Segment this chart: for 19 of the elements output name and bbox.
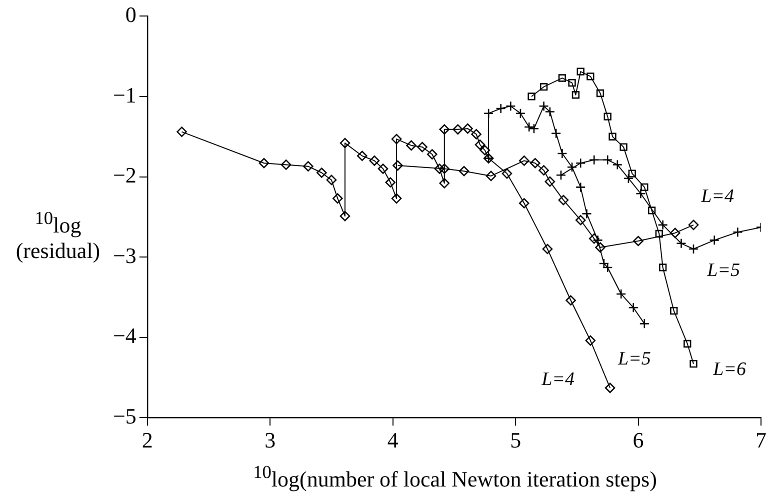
x-tick-label: 5 bbox=[510, 428, 522, 453]
x-tick-label: 3 bbox=[264, 428, 276, 453]
x-tick-label: 6 bbox=[632, 428, 644, 453]
annotation: L=4 bbox=[700, 186, 734, 207]
annotation: L=5 bbox=[706, 260, 740, 282]
x-tick-label: 7 bbox=[756, 428, 766, 453]
x-axis-title: $^{10}$log(number of local Newton iteration steps) bbox=[252, 462, 658, 492]
y-tick-label: −5 bbox=[112, 403, 136, 428]
x-tick-label: 4 bbox=[387, 428, 398, 453]
y-tick-label: −4 bbox=[112, 323, 136, 348]
y-axis-title: $^{10}$log (residual) bbox=[14, 207, 102, 264]
y-tick-label: 0 bbox=[125, 2, 136, 27]
annotation: L=5 bbox=[616, 348, 651, 370]
y-tick-label: −2 bbox=[112, 162, 136, 188]
annotation: L=4 bbox=[540, 368, 575, 390]
y-tick-label: −3 bbox=[112, 242, 136, 268]
x-tick-label: 2 bbox=[142, 428, 153, 453]
y-tick-label: −1 bbox=[112, 82, 136, 108]
annotation: L=6 bbox=[712, 358, 746, 380]
